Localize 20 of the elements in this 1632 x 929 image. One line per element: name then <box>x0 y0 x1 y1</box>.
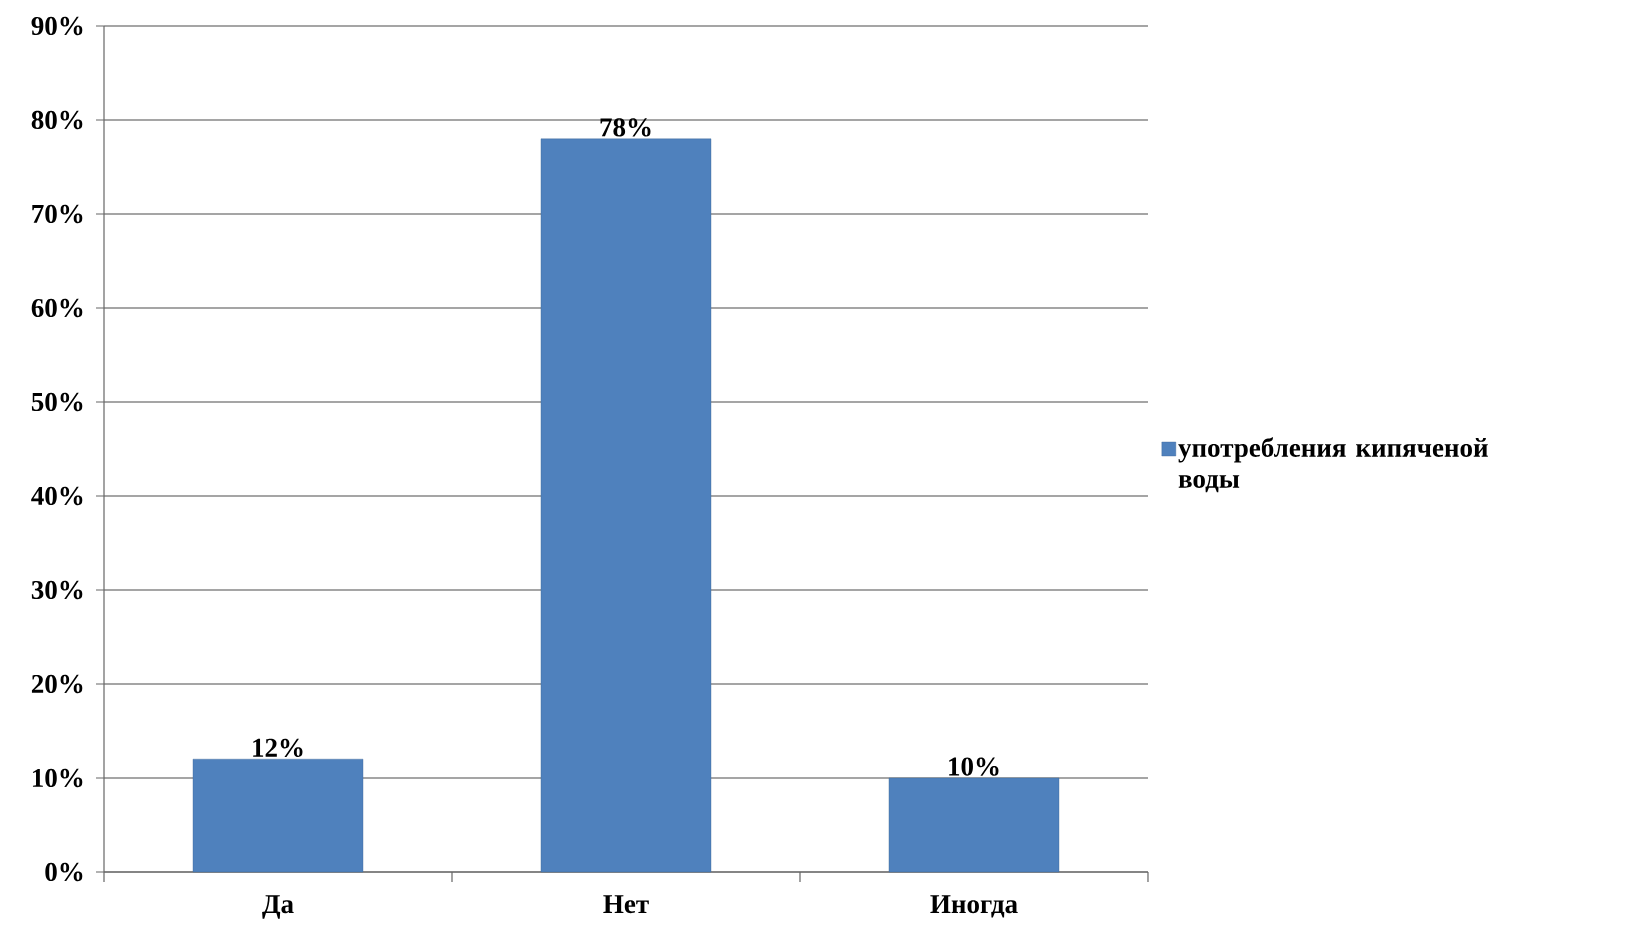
x-tick-label: Да <box>262 895 294 919</box>
y-tick-label: 20% <box>31 674 83 694</box>
bar <box>888 777 1060 873</box>
y-tick-label: 40% <box>31 486 83 506</box>
bar <box>540 138 712 873</box>
y-tick-label: 60% <box>31 298 83 318</box>
y-tick-label: 50% <box>31 392 83 412</box>
x-tick-label: Нет <box>603 895 649 914</box>
y-tick-label: 80% <box>31 110 83 130</box>
y-tick-label: 90% <box>31 16 83 36</box>
y-tick-label: 0% <box>45 862 83 882</box>
data-label: 78% <box>600 118 651 137</box>
data-label: 12% <box>253 738 303 757</box>
y-tick-label: 30% <box>31 580 83 600</box>
data-label: 10% <box>949 757 999 776</box>
bar <box>192 759 364 873</box>
legend-label: употребления кипяченой воды <box>1178 437 1488 493</box>
x-tick-label: Иногда <box>930 895 1018 918</box>
y-tick-label: 70% <box>32 204 83 224</box>
y-tick-label: 10% <box>32 768 83 788</box>
